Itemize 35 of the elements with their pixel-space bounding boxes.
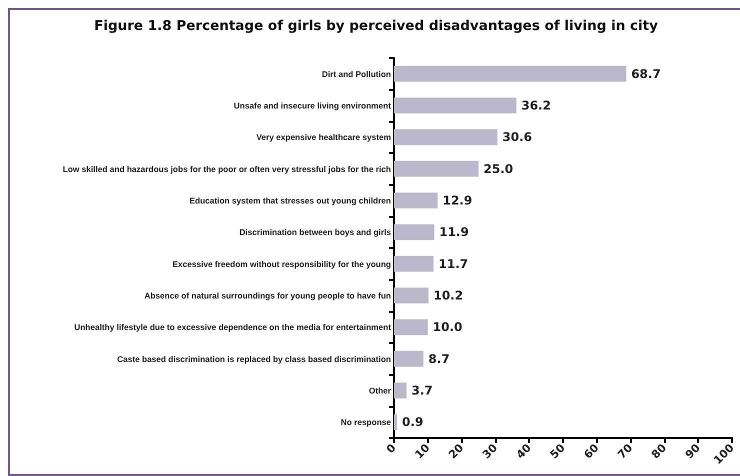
- x-tick-label: 0: [384, 441, 399, 456]
- data-label: 0.9: [402, 415, 424, 430]
- y-tick-label: Absence of natural surroundings for young people to have fun: [144, 290, 391, 300]
- y-tick-label: Excessive freedom without responsibility for the young: [172, 258, 391, 269]
- x-tick-label: 70: [615, 441, 636, 462]
- data-label: 8.7: [428, 352, 450, 366]
- x-tick-label: 40: [514, 441, 534, 462]
- y-tick-label: Dirt and Pollution: [322, 68, 391, 79]
- x-tick-label: 50: [548, 441, 568, 462]
- x-tick-label: 30: [480, 441, 500, 462]
- y-tick-label: Low skilled and hazardous jobs for the poor or often very stressful jobs for the rich: [62, 164, 391, 174]
- data-label: 68.7: [631, 66, 661, 81]
- data-label: 11.9: [439, 225, 469, 240]
- y-tick-label: Unhealthy lifestyle due to excessive dependence on the media for entertainment: [74, 322, 392, 332]
- y-tick-label: Education system that stresses out young children: [190, 196, 391, 206]
- data-label: 11.7: [438, 256, 468, 271]
- data-label: 36.2: [521, 98, 551, 112]
- y-tick-label: Other: [368, 386, 392, 396]
- data-label: 30.6: [502, 130, 532, 144]
- y-tick-label: No response: [340, 417, 392, 428]
- y-tick-label: Very expensive healthcare system: [256, 132, 391, 142]
- y-tick-label: Unsafe and insecure living environment: [234, 100, 392, 110]
- x-tick-label: 10: [412, 441, 433, 462]
- x-tick-label: 90: [682, 441, 704, 462]
- y-tick-label: Discrimination between boys and girls: [239, 227, 392, 238]
- x-tick-label: 20: [446, 441, 466, 462]
- data-label: 25.0: [484, 162, 514, 176]
- y-tick-label: Caste based discrimination is replaced by class based discrimination: [117, 354, 391, 364]
- data-label: 10.0: [432, 320, 462, 334]
- data-label: 10.2: [433, 288, 464, 302]
- data-label: 12.9: [442, 194, 472, 208]
- x-tick-label: 80: [648, 441, 670, 462]
- chart-title: Figure 1.8 Percentage of girls by perceived disadvantages of living in city: [94, 18, 658, 34]
- x-tick-label: 60: [581, 441, 602, 462]
- data-label: 3.7: [412, 384, 433, 398]
